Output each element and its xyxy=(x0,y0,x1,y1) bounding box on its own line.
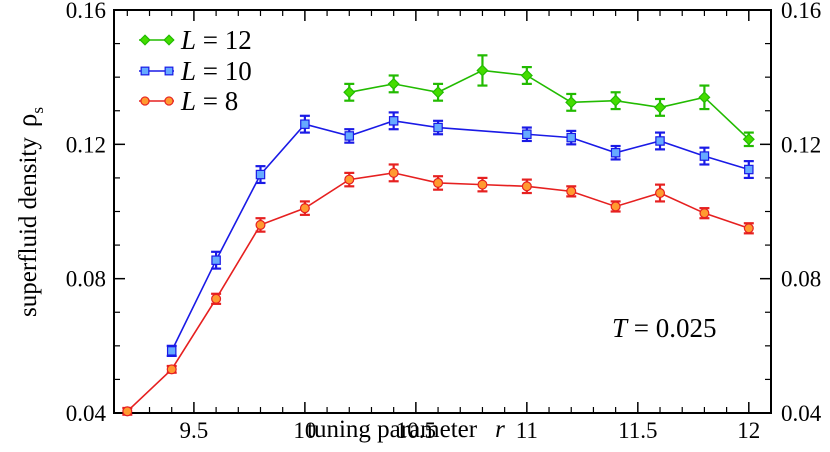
data-point xyxy=(166,364,177,375)
x-tick-label: 11 xyxy=(516,418,538,443)
data-point xyxy=(566,186,577,197)
legend-item-l-8: L = 8 xyxy=(139,86,238,116)
data-point xyxy=(521,181,532,192)
legend-value: = 10 xyxy=(196,56,252,86)
data-point xyxy=(742,133,755,146)
data-point xyxy=(433,177,444,188)
annotation-variable: T xyxy=(612,313,629,343)
temperature-annotation: T = 0.025 xyxy=(612,313,717,343)
y-tick-label-right: 0.04 xyxy=(781,401,822,426)
data-point xyxy=(255,169,266,180)
data-point xyxy=(432,86,445,99)
x-tick-label: 10 xyxy=(293,418,316,443)
data-point xyxy=(743,223,754,234)
data-point xyxy=(699,208,710,219)
legend-item-l-10: L = 10 xyxy=(139,56,252,86)
annotation-value: = 0.025 xyxy=(627,313,716,343)
data-point xyxy=(344,174,355,185)
data-point xyxy=(477,179,488,190)
y-tick-label-left: 0.08 xyxy=(66,267,106,292)
x-axis-label: tuning parameter r xyxy=(307,416,505,443)
y-tick-label-left: 0.04 xyxy=(66,401,107,426)
legend-label: L = 12 xyxy=(180,25,252,55)
data-point xyxy=(609,94,622,107)
x-tick-label: 10.5 xyxy=(396,418,436,443)
data-point xyxy=(566,132,576,143)
series-l-12 xyxy=(343,54,755,148)
y-tick-label-left: 0.16 xyxy=(66,0,106,23)
data-point xyxy=(698,91,711,104)
data-point xyxy=(522,129,532,140)
data-point xyxy=(655,188,666,199)
x-tick-label: 12 xyxy=(737,418,760,443)
legend-marker xyxy=(163,34,175,46)
data-point xyxy=(166,346,177,356)
series-group xyxy=(122,54,755,417)
data-point xyxy=(255,219,266,230)
legend-variable: L xyxy=(180,25,196,55)
data-point xyxy=(476,64,489,77)
data-point xyxy=(344,131,355,141)
y-tick-label-left: 0.12 xyxy=(66,132,106,157)
y-axis-subscript: s xyxy=(28,107,47,114)
legend-item-l-12: L = 12 xyxy=(139,25,252,55)
legend-marker xyxy=(139,34,151,46)
y-tick-label-right: 0.16 xyxy=(781,0,821,23)
data-point xyxy=(433,122,443,133)
legend-marker xyxy=(140,66,150,76)
y-axis-label: superfluid density ρs xyxy=(12,107,47,317)
legend-value: = 12 xyxy=(196,25,252,55)
data-point xyxy=(388,167,399,178)
legend-label: L = 10 xyxy=(180,56,252,86)
data-point xyxy=(387,77,400,90)
legend: L = 12L = 10L = 8 xyxy=(139,25,252,116)
data-point xyxy=(211,255,221,265)
legend-marker xyxy=(164,96,174,106)
x-axis-variable: r xyxy=(495,416,505,443)
series-line xyxy=(349,69,750,140)
data-point xyxy=(565,96,578,109)
y-tick-label-right: 0.12 xyxy=(781,132,821,157)
x-axis-label-text: tuning parameter xyxy=(307,416,478,443)
series-line xyxy=(126,172,750,412)
legend-variable: L xyxy=(180,56,196,86)
data-point xyxy=(122,406,133,417)
legend-marker xyxy=(164,66,174,76)
y-tick-label-right: 0.08 xyxy=(781,267,821,292)
legend-value: = 8 xyxy=(196,86,238,116)
legend-variable: L xyxy=(180,86,196,116)
data-point xyxy=(343,86,356,99)
data-point xyxy=(610,147,621,158)
data-point xyxy=(655,136,665,146)
data-point xyxy=(211,293,222,304)
x-tick-label: 9.5 xyxy=(180,418,209,443)
y-axis-label-text: superfluid density xyxy=(15,137,42,317)
legend-marker xyxy=(140,96,150,106)
data-point xyxy=(299,203,310,214)
data-point xyxy=(520,69,533,82)
series-l-8 xyxy=(122,163,754,417)
data-point xyxy=(744,164,754,175)
data-point xyxy=(653,101,667,114)
data-point xyxy=(610,201,621,212)
data-point xyxy=(388,116,399,126)
axes-group: 9.5 10 10.5 11 11.5 12 0.04 0.04 0.08 0.08 0.12 0.1… xyxy=(66,0,822,443)
legend-label: L = 8 xyxy=(180,86,238,116)
series-l-10 xyxy=(166,111,754,358)
y-axis-symbol: ρ xyxy=(12,114,42,127)
data-point xyxy=(699,151,710,161)
data-point xyxy=(300,119,310,129)
x-tick-label: 11.5 xyxy=(618,418,657,443)
